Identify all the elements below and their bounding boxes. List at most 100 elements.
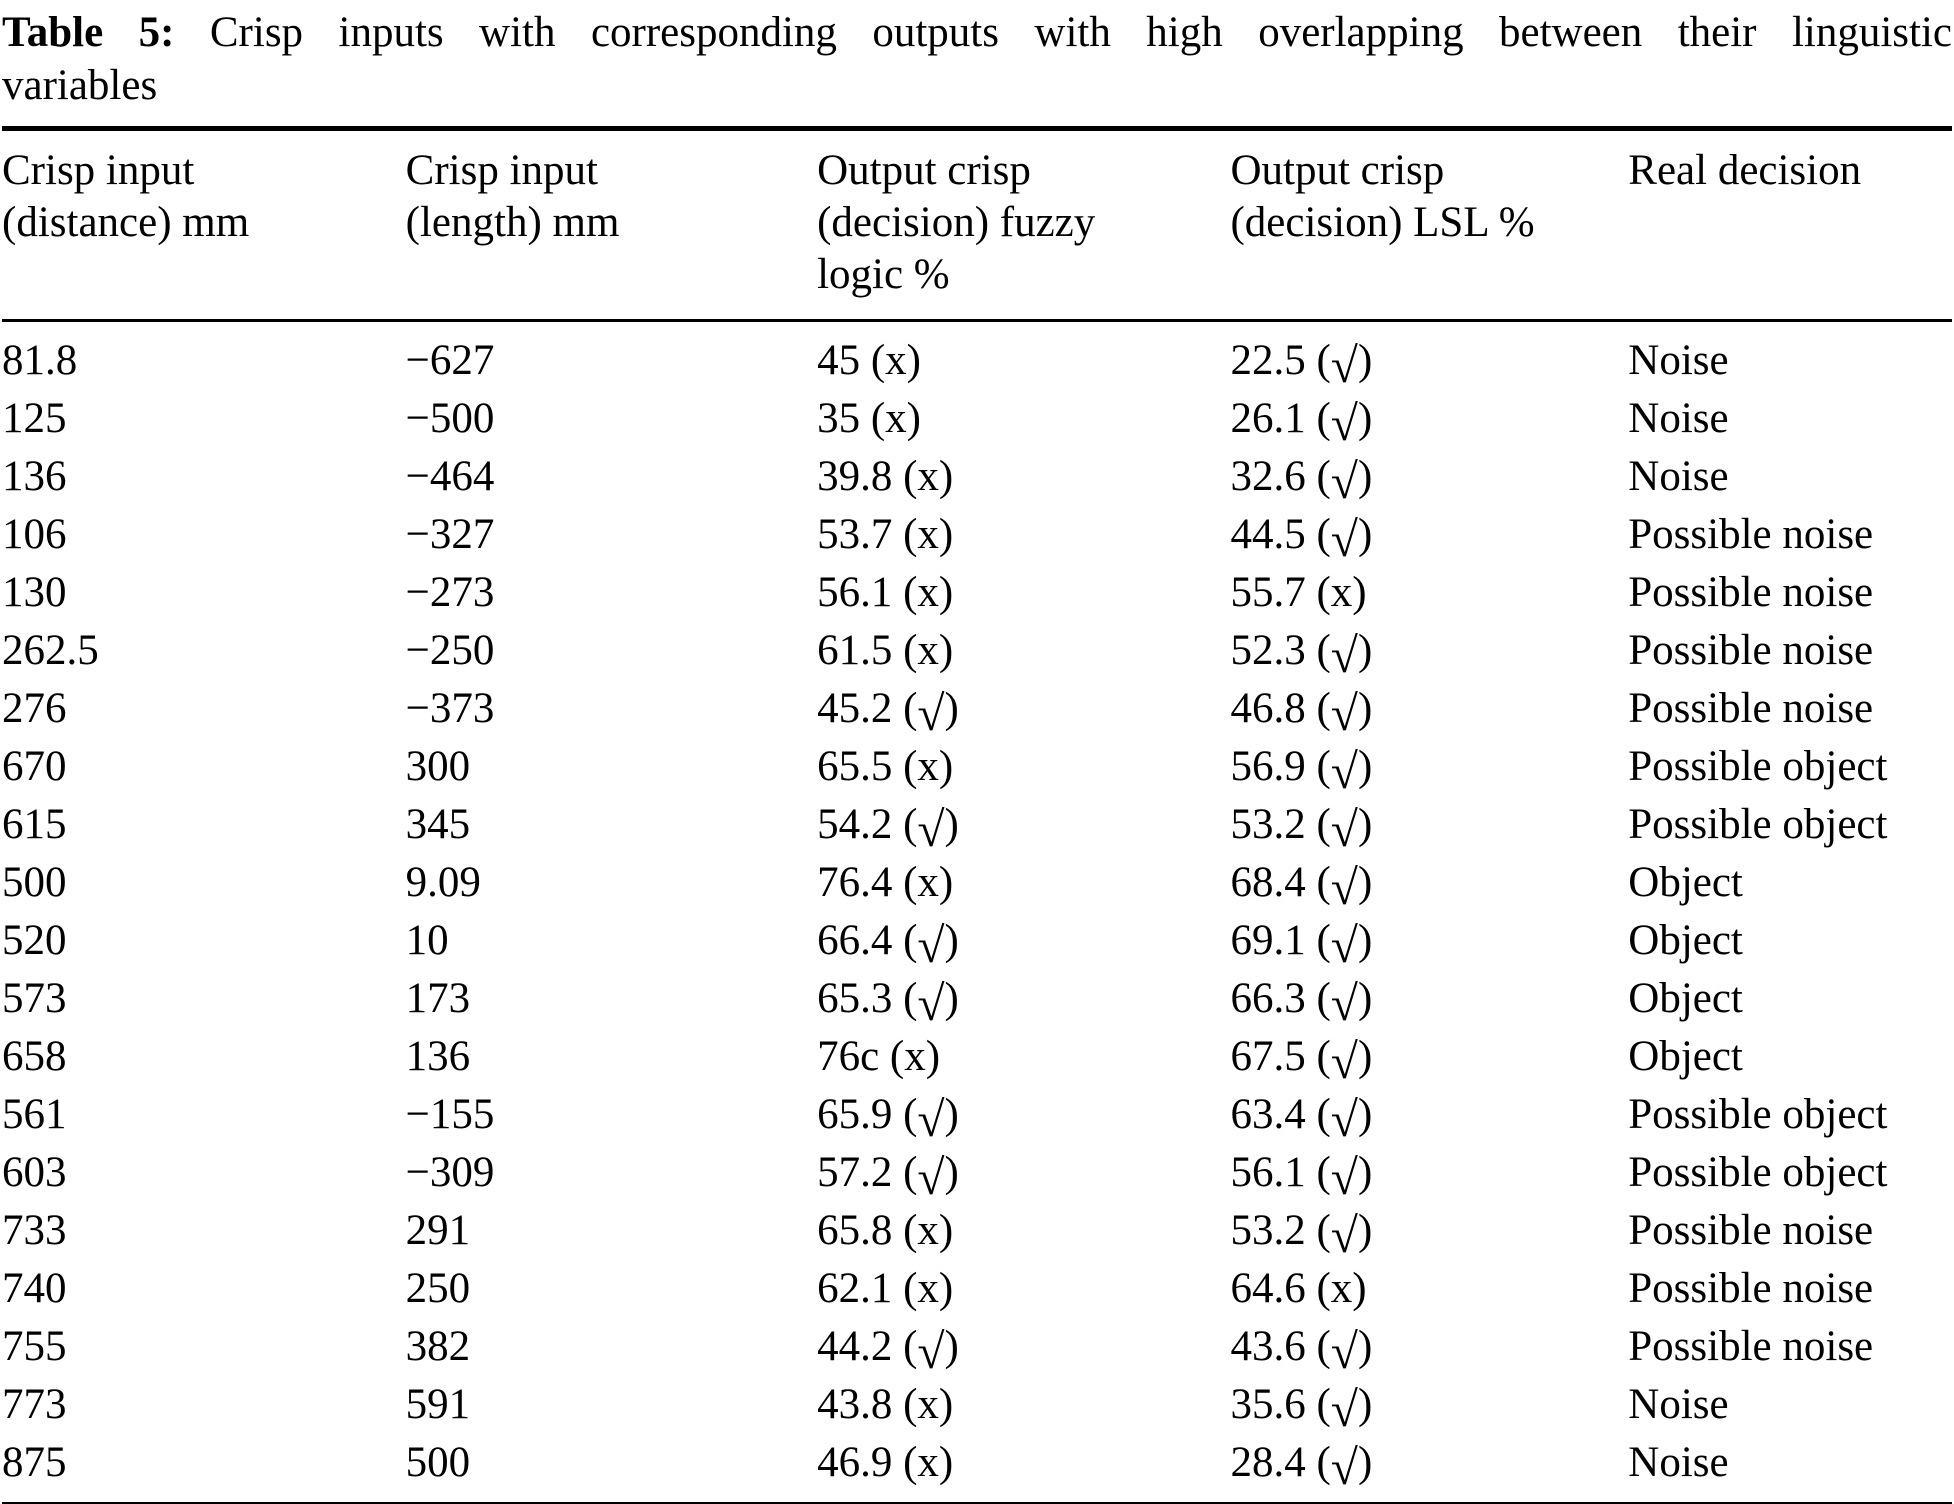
table-caption-text: Crisp inputs with corresponding outputs …	[209, 9, 1952, 56]
cell-crisp-input-distance: 740	[2, 1265, 67, 1312]
table-row: 276 −373 45.2 (√) 46.8 (√) Possible noise	[2, 680, 1952, 742]
cell-output-lsl: 55.7 (x)	[1230, 569, 1367, 616]
cell-real-decision: Possible object	[1628, 743, 1888, 790]
cell-output-lsl: 56.9 (√)	[1230, 743, 1373, 800]
cell-crisp-input-length: 250	[405, 1265, 471, 1312]
cell-output-fuzzy-logic: 62.1 (x)	[817, 1265, 954, 1312]
cell-crisp-input-length: 300	[405, 743, 471, 790]
column-header-crisp-input-distance: Crisp input (distance) mm	[2, 128, 406, 322]
cell-crisp-input-distance: 561	[2, 1091, 67, 1138]
cell-output-lsl: 52.3 (√)	[1230, 627, 1373, 684]
cell-crisp-input-distance: 500	[2, 859, 67, 906]
cell-output-lsl: 44.5 (√)	[1230, 511, 1373, 568]
cell-real-decision: Possible noise	[1628, 685, 1874, 732]
cell-output-fuzzy-logic: 76.4 (x)	[817, 859, 954, 906]
cell-output-fuzzy-logic: 65.8 (x)	[817, 1207, 954, 1254]
cell-real-decision: Noise	[1628, 1439, 1729, 1486]
cell-output-lsl: 53.2 (√)	[1230, 1207, 1373, 1264]
table-row: 615 345 54.2 (√) 53.2 (√) Possible object	[2, 796, 1952, 858]
cell-crisp-input-length: −309	[405, 1149, 495, 1196]
cell-crisp-input-distance: 262.5	[2, 627, 99, 674]
cell-crisp-input-length: 9.09	[405, 859, 481, 906]
cell-output-lsl: 26.1 (√)	[1230, 395, 1373, 452]
table-row: 658 136 76c (x) 67.5 (√) Object	[2, 1028, 1952, 1090]
cell-output-lsl: 22.5 (√)	[1230, 337, 1373, 394]
cell-real-decision: Possible noise	[1628, 1207, 1874, 1254]
cell-crisp-input-distance: 81.8	[2, 337, 78, 384]
table-row: 603 −309 57.2 (√) 56.1 (√) Possible object	[2, 1144, 1952, 1206]
cell-output-lsl: 53.2 (√)	[1230, 801, 1373, 858]
cell-real-decision: Noise	[1628, 337, 1729, 384]
cell-crisp-input-length: 382	[405, 1323, 471, 1370]
table-row: 520 10 66.4 (√) 69.1 (√) Object	[2, 912, 1952, 974]
cell-output-lsl: 32.6 (√)	[1230, 453, 1373, 510]
cell-real-decision: Possible noise	[1628, 1323, 1874, 1370]
cell-crisp-input-length: −273	[405, 569, 495, 616]
table-row: 561 −155 65.9 (√) 63.4 (√) Possible object	[2, 1086, 1952, 1148]
cell-crisp-input-distance: 603	[2, 1149, 67, 1196]
cell-crisp-input-length: −373	[405, 685, 495, 732]
cell-real-decision: Noise	[1628, 395, 1729, 442]
table-row: 755 382 44.2 (√) 43.6 (√) Possible noise	[2, 1318, 1952, 1377]
cell-real-decision: Possible noise	[1628, 627, 1874, 674]
cell-crisp-input-length: 591	[405, 1381, 471, 1428]
cell-output-lsl: 56.1 (√)	[1230, 1149, 1373, 1206]
cell-output-lsl: 35.6 (√)	[1230, 1381, 1373, 1438]
column-header-crisp-input-length: Crisp input (length) mm	[405, 128, 818, 322]
cell-crisp-input-distance: 670	[2, 743, 67, 790]
cell-output-fuzzy-logic: 54.2 (√)	[817, 801, 959, 858]
cell-crisp-input-distance: 875	[2, 1439, 67, 1486]
table-caption-label: Table 5:	[2, 9, 175, 56]
column-header-output-fuzzy-logic: Output crisp (decision) fuzzy logic %	[817, 128, 1231, 322]
cell-output-fuzzy-logic: 61.5 (x)	[817, 627, 954, 674]
table-row: 875 500 46.9 (x) 28.4 (√) Noise	[2, 1434, 1952, 1504]
cell-crisp-input-length: −627	[405, 337, 495, 384]
cell-crisp-input-distance: 573	[2, 975, 67, 1022]
cell-crisp-input-length: 10	[405, 917, 449, 964]
cell-output-fuzzy-logic: 66.4 (√)	[817, 917, 959, 974]
cell-real-decision: Noise	[1628, 453, 1729, 500]
table-caption-line1: Table 5: Crisp inputs with corresponding…	[2, 6, 1952, 59]
cell-output-fuzzy-logic: 35 (x)	[817, 395, 921, 442]
table-caption-line2: variables	[2, 62, 158, 109]
cell-crisp-input-distance: 276	[2, 685, 67, 732]
table-row: 740 250 62.1 (x) 64.6 (x) Possible noise	[2, 1260, 1952, 1318]
cell-real-decision: Possible object	[1628, 1091, 1888, 1138]
cell-crisp-input-distance: 520	[2, 917, 67, 964]
table-row: 136 −464 39.8 (x) 32.6 (√) Noise	[2, 448, 1952, 510]
cell-output-lsl: 67.5 (√)	[1230, 1033, 1373, 1090]
table-row: 500 9.09 76.4 (x) 68.4 (√) Object	[2, 854, 1952, 916]
table-row: 573 173 65.3 (√) 66.3 (√) Object	[2, 970, 1952, 1032]
cell-output-fuzzy-logic: 65.5 (x)	[817, 743, 954, 790]
cell-crisp-input-distance: 136	[2, 453, 67, 500]
cell-output-lsl: 68.4 (√)	[1230, 859, 1373, 916]
cell-output-fuzzy-logic: 39.8 (x)	[817, 453, 954, 500]
table-caption: Table 5: Crisp inputs with corresponding…	[2, 6, 1952, 112]
table-header-row: Crisp input (distance) mm Crisp input (l…	[2, 128, 1952, 322]
cell-real-decision: Possible object	[1628, 801, 1888, 848]
cell-crisp-input-length: 345	[405, 801, 471, 848]
cell-crisp-input-distance: 106	[2, 511, 67, 558]
cell-crisp-input-distance: 130	[2, 569, 67, 616]
cell-real-decision: Noise	[1628, 1381, 1729, 1428]
cell-real-decision: Object	[1628, 975, 1743, 1022]
cell-real-decision: Possible noise	[1628, 511, 1874, 558]
data-table: Crisp input (distance) mm Crisp input (l…	[2, 126, 1952, 1504]
cell-output-lsl: 66.3 (√)	[1230, 975, 1373, 1032]
cell-crisp-input-length: 500	[405, 1439, 471, 1486]
cell-output-fuzzy-logic: 65.9 (√)	[817, 1091, 959, 1148]
table-row: 130 −273 56.1 (x) 55.7 (x) Possible noise	[2, 564, 1952, 622]
cell-output-fuzzy-logic: 56.1 (x)	[817, 569, 954, 616]
cell-crisp-input-distance: 755	[2, 1323, 67, 1370]
cell-crisp-input-length: −250	[405, 627, 495, 674]
cell-output-lsl: 46.8 (√)	[1230, 685, 1373, 742]
cell-crisp-input-length: −464	[405, 453, 495, 500]
cell-crisp-input-distance: 658	[2, 1033, 67, 1080]
table-row: 81.8 −627 45 (x) 22.5 (√) Noise	[2, 321, 1952, 391]
cell-crisp-input-length: −327	[405, 511, 495, 558]
cell-output-fuzzy-logic: 45 (x)	[817, 337, 921, 384]
cell-output-fuzzy-logic: 45.2 (√)	[817, 685, 959, 742]
cell-real-decision: Possible noise	[1628, 569, 1874, 616]
cell-crisp-input-length: 291	[405, 1207, 471, 1254]
